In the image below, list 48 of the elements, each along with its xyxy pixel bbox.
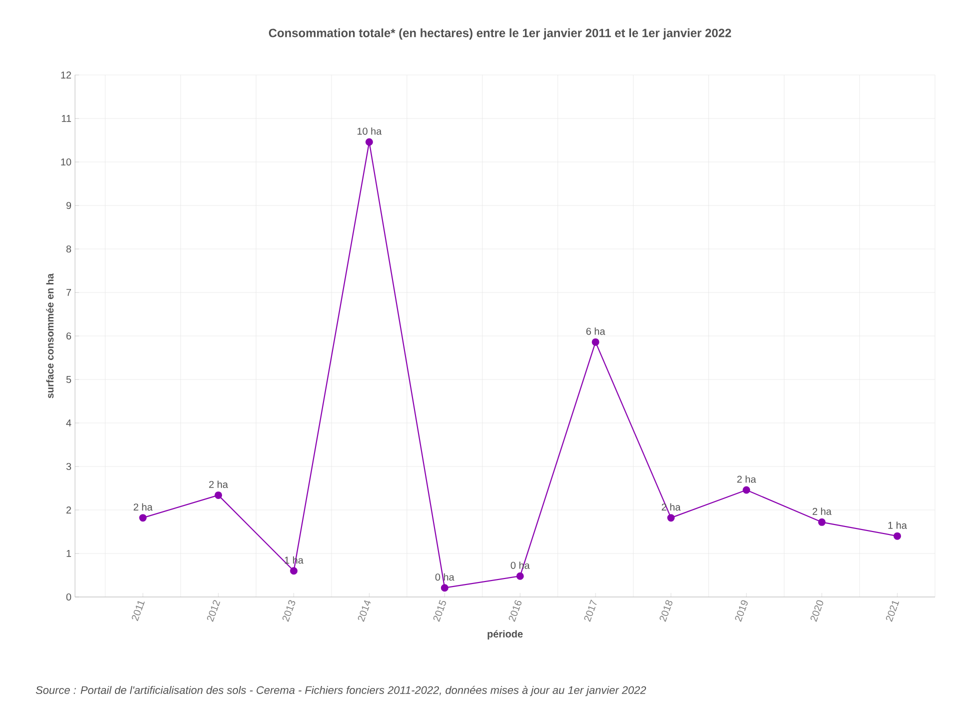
x-tick-label: 2011	[132, 601, 145, 622]
source-note: Source : Portail de l'artificialisation des sols - Cerema - Fichiers fonciers 2011-2022, données mises à jour au 1er janvier 2022	[36, 686, 646, 696]
x-tick-label: 2020	[810, 600, 824, 622]
x-tick-label: 2012	[207, 600, 220, 622]
y-axis-title: surface consommée en ha	[46, 273, 54, 398]
point	[592, 338, 600, 346]
x-tick-label: 2017	[584, 600, 597, 622]
x-tick-label: 2013	[282, 600, 296, 622]
x-tick-label: 2018	[660, 600, 672, 622]
y-tick-label: 7	[66, 289, 71, 296]
y-tick-label: 3	[66, 462, 72, 470]
point	[667, 514, 675, 522]
point	[139, 514, 147, 522]
x-tick-label: 2021	[886, 601, 900, 622]
x-tick-label: 2014	[358, 600, 371, 622]
point	[742, 486, 750, 494]
point	[894, 532, 902, 540]
point	[440, 584, 448, 592]
data-label: 6 ha	[586, 328, 606, 335]
data-label: 2 ha	[134, 503, 153, 511]
y-tick-label: 1	[66, 550, 72, 557]
data-label: 0 ha	[435, 573, 454, 581]
y-tick-label: 6	[66, 332, 72, 340]
data-label: 2 ha	[662, 503, 681, 511]
point	[516, 572, 524, 580]
point	[365, 138, 373, 146]
y-tick-label: 8	[66, 245, 72, 253]
x-tick-label: 2019	[735, 600, 748, 622]
y-tick-label: 10	[61, 158, 72, 166]
point	[818, 518, 826, 526]
chart-title: Consommation totale* (en hectares) entre le 1er janvier 2011 et le 1er janvier 2022	[268, 28, 732, 40]
data-label: 2 ha	[209, 480, 228, 488]
data-label: 2 ha	[812, 508, 832, 515]
y-tick-label: 12	[61, 72, 71, 78]
y-tick-label: 2	[66, 506, 71, 514]
y-tick-label: 5	[66, 376, 72, 383]
y-tick-label: 11	[62, 115, 72, 122]
x-axis-title: période	[488, 630, 523, 640]
x-tick-label: 2016	[508, 600, 522, 622]
point	[214, 491, 222, 499]
y-tick-label: 0	[66, 593, 72, 601]
x-tick-label: 2015	[433, 600, 446, 622]
point	[290, 567, 298, 575]
data-label: 2 ha	[737, 475, 756, 483]
y-tick-label: 4	[66, 420, 72, 426]
data-label: 1 ha	[888, 522, 907, 529]
data-label: 10 ha	[358, 127, 382, 135]
y-tick-label: 9	[66, 202, 72, 210]
